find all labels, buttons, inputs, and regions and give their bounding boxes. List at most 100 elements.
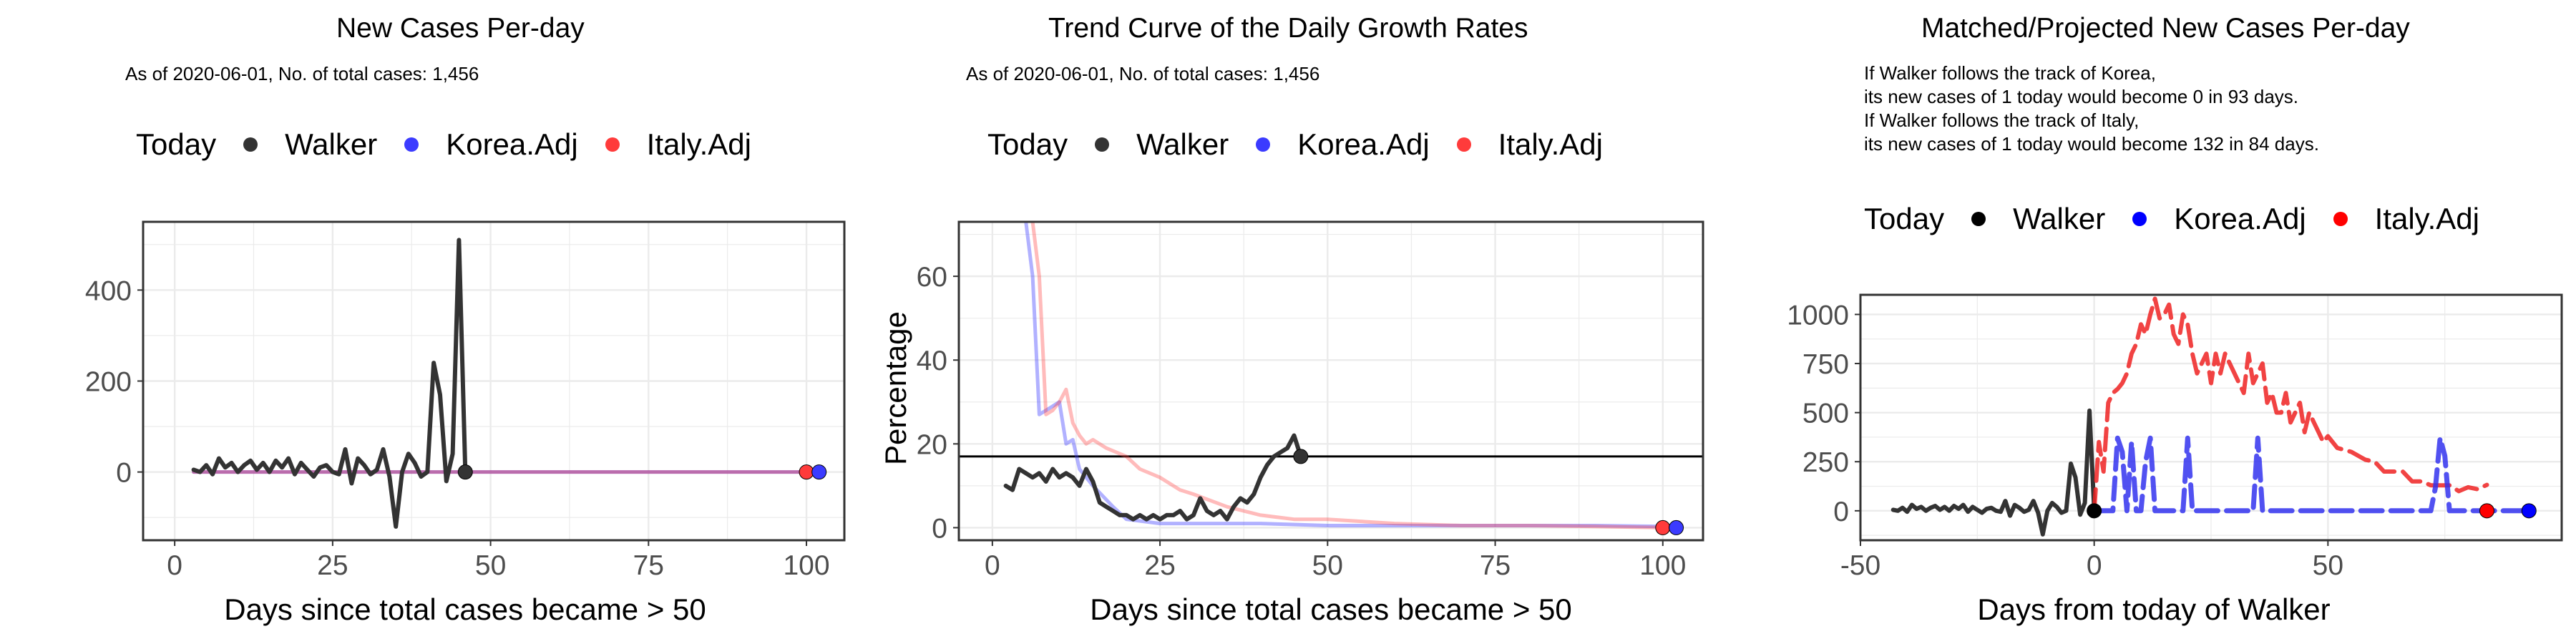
legend-label-italy: Italy.Adj <box>646 127 751 161</box>
series-line-walker <box>1890 408 2097 537</box>
series-line-korea <box>1024 222 1678 530</box>
today-point-walker <box>457 464 473 480</box>
grid-lines <box>959 222 1703 540</box>
x-tick-label: 25 <box>1144 550 1175 581</box>
plot-border <box>1859 293 2563 542</box>
series-line-italy <box>2092 296 2489 513</box>
chart-title: New Cases Per-day <box>336 13 585 44</box>
y-axis-label: Percentage <box>879 311 912 465</box>
y-tick-label: 200 <box>85 367 132 398</box>
legend: Today Walker Korea.Adj Italy.Adj <box>987 127 1630 162</box>
legend-label-walker: Walker <box>1136 127 1229 161</box>
series-group <box>1003 222 1678 530</box>
plot-border <box>957 220 1704 542</box>
legend-item-korea: Korea.Adj <box>2132 202 2306 236</box>
x-tick-label: 0 <box>985 550 1000 581</box>
series-line-walker <box>191 238 468 529</box>
legend-label-korea: Korea.Adj <box>1297 127 1430 161</box>
today-point-italy <box>799 464 814 480</box>
legend-label-italy: Italy.Adj <box>2374 202 2479 235</box>
y-tick-label: 0 <box>932 513 947 544</box>
x-axis-label: Days from today of Walker <box>1977 592 2331 626</box>
chart-panel-new-cases: New Cases Per-day As of 2020-06-01, No. … <box>0 0 859 644</box>
y-tick-label: 40 <box>917 346 947 376</box>
chart-subtitle: As of 2020-06-01, No. of total cases: 1,… <box>125 63 479 84</box>
chart-panel-projected: Matched/Projected New Cases Per-day If W… <box>1717 0 2576 644</box>
today-point-korea <box>1669 519 1684 535</box>
x-tick-label: 50 <box>1312 550 1343 581</box>
grid-lines <box>143 222 844 540</box>
legend-title: Today <box>136 127 217 161</box>
x-axis-label: Days since total cases became > 50 <box>224 592 706 626</box>
x-tick-label: -50 <box>1840 550 1880 581</box>
legend-item-korea: Korea.Adj <box>1256 127 1430 162</box>
y-tick-label: 400 <box>85 275 132 306</box>
legend-label-italy: Italy.Adj <box>1498 127 1603 161</box>
legend: Today Walker Korea.Adj Italy.Adj <box>1864 202 2507 236</box>
note-line: its new cases of 1 today would become 13… <box>1864 133 2319 155</box>
y-tick-label: 250 <box>1802 447 1849 478</box>
legend-item-italy: Italy.Adj <box>605 127 751 162</box>
today-point-korea <box>2521 503 2537 519</box>
note-line: If Walker follows the track of Korea, <box>1864 62 2156 84</box>
plot-border <box>142 220 846 542</box>
legend-item-walker: Walker <box>1971 202 2105 236</box>
chart-subtitle: As of 2020-06-01, No. of total cases: 1,… <box>966 63 1320 84</box>
x-tick-label: 0 <box>167 550 182 581</box>
plot-area-new-cases: 0 25 50 75 100 0 200 400 <box>85 220 846 581</box>
x-tick-label: 100 <box>783 550 829 581</box>
today-point-korea <box>811 464 827 480</box>
series-line-walker <box>1003 433 1303 522</box>
series-group <box>1890 296 2532 537</box>
legend-dot-italy <box>1456 137 1471 152</box>
x-tick-label: 75 <box>1480 550 1511 581</box>
legend-dot-italy <box>605 137 620 152</box>
note-line: its new cases of 1 today would become 0 … <box>1864 86 2299 107</box>
x-tick-label: 50 <box>475 550 506 581</box>
y-tick-label: 0 <box>116 458 132 489</box>
x-tick-label: 50 <box>2313 550 2343 581</box>
today-point-italy <box>2479 503 2494 519</box>
projection-notes: If Walker follows the track of Korea, it… <box>1864 62 2319 156</box>
series-line-italy <box>1030 222 1665 530</box>
legend-title: Today <box>987 127 1068 161</box>
legend-label-korea: Korea.Adj <box>2174 202 2306 235</box>
plot-area-growth-rates: 0 25 50 75 100 0 20 40 60 <box>917 220 1704 581</box>
legend-dot-korea <box>1256 137 1271 152</box>
x-axis-label: Days since total cases became > 50 <box>1090 592 1572 626</box>
legend-label-walker: Walker <box>2013 202 2106 235</box>
chart-title: Trend Curve of the Daily Growth Rates <box>1048 13 1528 44</box>
x-tick-label: 75 <box>633 550 664 581</box>
chart-title: Matched/Projected New Cases Per-day <box>1921 13 2410 44</box>
legend-dot-italy <box>2333 212 2348 226</box>
legend-dot-walker <box>1095 137 1110 152</box>
note-line: If Walker follows the track of Italy, <box>1864 109 2140 131</box>
y-tick-label: 0 <box>1833 497 1849 527</box>
chart-panel-growth-rates: Trend Curve of the Daily Growth Rates As… <box>859 0 1717 644</box>
legend-dot-korea <box>404 137 419 152</box>
legend-item-walker: Walker <box>1095 127 1229 162</box>
x-tick-label: 100 <box>1639 550 1686 581</box>
legend-item-walker: Walker <box>243 127 377 162</box>
legend-dot-korea <box>2132 212 2147 226</box>
y-tick-label: 60 <box>917 262 947 293</box>
legend-label-korea: Korea.Adj <box>446 127 578 161</box>
y-tick-label: 20 <box>917 429 947 460</box>
legend-title: Today <box>1864 202 1945 235</box>
y-tick-label: 500 <box>1802 399 1849 429</box>
legend: Today Walker Korea.Adj Italy.Adj <box>136 127 779 162</box>
today-point-italy <box>1655 519 1671 535</box>
today-point-walker <box>2087 503 2102 519</box>
legend-item-italy: Italy.Adj <box>2333 202 2479 236</box>
series-group <box>191 238 821 529</box>
y-tick-label: 750 <box>1802 349 1849 380</box>
x-tick-label: 0 <box>2087 550 2102 581</box>
legend-label-walker: Walker <box>285 127 378 161</box>
today-point-walker <box>1293 449 1309 464</box>
y-tick-label: 1000 <box>1787 300 1849 331</box>
series-line-korea <box>2092 435 2532 514</box>
legend-item-italy: Italy.Adj <box>1456 127 1603 162</box>
legend-dot-walker <box>243 137 258 152</box>
legend-dot-walker <box>1971 212 1986 226</box>
